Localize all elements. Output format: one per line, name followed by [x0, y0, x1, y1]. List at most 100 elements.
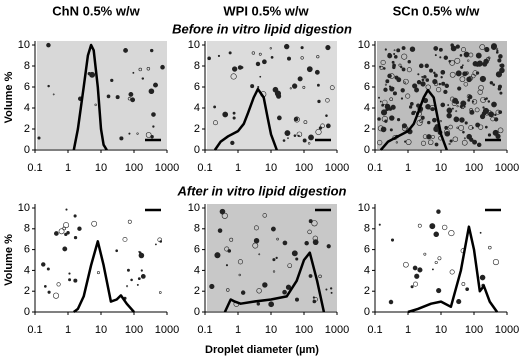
particle: [146, 67, 151, 71]
particle: [148, 88, 155, 95]
particle: [482, 106, 485, 109]
particle: [419, 118, 424, 123]
particle: [325, 123, 331, 129]
particle: [138, 250, 141, 253]
particle: [73, 235, 78, 240]
particle: [396, 77, 402, 83]
y-tick-label: 10: [18, 202, 30, 214]
particle: [270, 226, 276, 232]
particle: [47, 84, 50, 88]
particle: [414, 273, 420, 279]
y-tick-label: 2: [194, 123, 200, 135]
particle: [498, 54, 503, 59]
y-tick-label: 10: [358, 39, 370, 51]
particle: [461, 47, 466, 53]
particle: [312, 235, 319, 242]
particle: [262, 59, 267, 65]
particle: [443, 89, 448, 95]
particle: [318, 274, 322, 279]
particle: [313, 297, 318, 302]
particle: [325, 98, 330, 103]
particle: [304, 240, 309, 246]
x-tick-label: 0.1: [367, 324, 382, 336]
particle: [393, 52, 396, 56]
particle: [311, 220, 318, 227]
x-tick-label: 10: [265, 324, 277, 336]
particle: [65, 208, 68, 211]
particle: [151, 112, 156, 117]
y-tick-label: 0: [24, 144, 30, 156]
particle: [320, 123, 325, 129]
particle: [459, 117, 465, 123]
y-tick-label: 4: [364, 102, 370, 114]
particle: [431, 268, 434, 271]
particle: [217, 54, 221, 58]
particle: [145, 132, 152, 138]
particle: [434, 54, 437, 57]
particle: [478, 85, 484, 91]
particle: [412, 265, 418, 271]
particle: [460, 65, 464, 69]
particle: [462, 130, 465, 134]
particle: [232, 111, 236, 115]
particle: [494, 113, 497, 117]
particle: [466, 94, 472, 99]
particle: [499, 91, 503, 95]
particle: [390, 238, 395, 242]
x-tick-label: 1: [235, 162, 241, 174]
particle: [314, 69, 320, 75]
particle: [300, 46, 304, 50]
particle: [284, 130, 291, 137]
particle: [126, 268, 130, 272]
particle: [433, 126, 440, 133]
particle: [258, 52, 262, 56]
particle: [440, 102, 446, 108]
particle: [127, 219, 132, 224]
particle: [444, 125, 449, 130]
particle: [302, 138, 307, 143]
particle: [387, 73, 392, 79]
distribution-line: [379, 88, 448, 151]
particle: [115, 95, 120, 100]
particle: [207, 56, 211, 61]
x-tick-label: 1000: [325, 162, 349, 174]
particle: [404, 140, 407, 143]
x-tick-label: 1: [405, 162, 411, 174]
y-tick-label: 10: [18, 39, 30, 51]
particle: [410, 101, 414, 106]
x-axis-label: Droplet diameter (µm): [205, 344, 319, 356]
particle: [495, 51, 499, 54]
particle: [414, 110, 417, 113]
particle: [446, 107, 453, 114]
particle: [401, 53, 408, 60]
particle: [394, 76, 397, 79]
particle: [391, 60, 395, 64]
x-tick-label: 10: [435, 162, 447, 174]
particle: [209, 283, 215, 290]
particle: [276, 237, 279, 241]
particle: [467, 98, 471, 102]
particle: [497, 58, 502, 63]
y-tick-label: 6: [194, 81, 200, 93]
particle: [479, 274, 486, 281]
particle: [425, 103, 431, 110]
particle: [302, 85, 306, 89]
particle: [316, 83, 320, 87]
x-tick-label: 1: [235, 324, 241, 336]
particle: [159, 291, 162, 294]
particle: [482, 61, 488, 67]
particle: [141, 77, 145, 80]
particle: [62, 246, 68, 252]
particle: [471, 126, 474, 130]
particle: [115, 249, 119, 253]
particle: [287, 137, 289, 140]
particle: [498, 110, 503, 115]
particle: [292, 83, 298, 89]
particle: [257, 86, 260, 89]
particle: [448, 142, 451, 145]
particle: [420, 81, 426, 87]
particle: [293, 116, 299, 122]
distribution-line: [213, 87, 278, 151]
particle: [284, 43, 290, 50]
particle: [275, 256, 278, 260]
